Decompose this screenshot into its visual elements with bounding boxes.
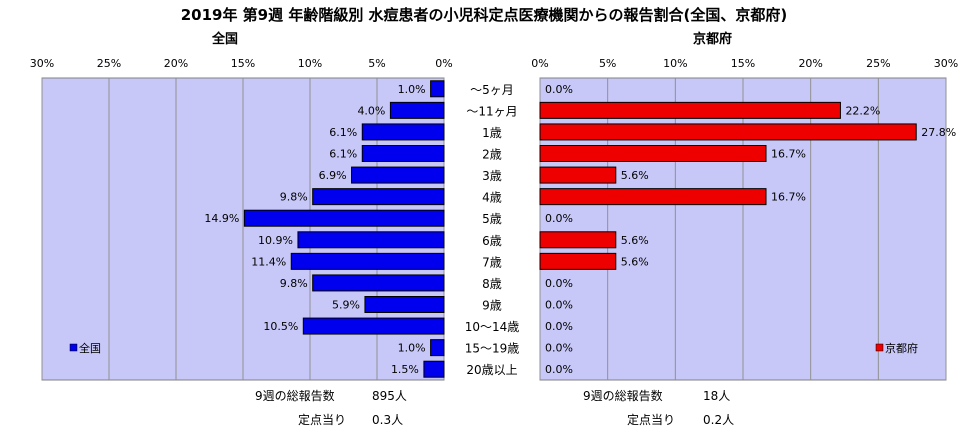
kyoto-tick-label: 30% — [934, 57, 958, 70]
kyoto-data-label: 0.0% — [545, 342, 573, 355]
kyoto-data-label: 0.0% — [545, 299, 573, 312]
national-tick-label: 10% — [298, 57, 322, 70]
kyoto-data-label: 22.2% — [845, 104, 880, 117]
national-per-site-value: 0.3人 — [372, 413, 404, 427]
kyoto-data-label: 5.6% — [621, 169, 649, 182]
national-total-label: 9週の総報告数 — [255, 389, 335, 403]
national-data-label: 4.0% — [357, 104, 385, 117]
national-data-label: 14.9% — [204, 212, 239, 225]
category-label: 7歳 — [482, 255, 502, 269]
kyoto-tick-label: 20% — [798, 57, 822, 70]
kyoto-data-label: 0.0% — [545, 320, 573, 333]
category-label: 10〜14歳 — [465, 320, 520, 334]
national-data-label: 10.9% — [258, 234, 293, 247]
national-data-label: 6.1% — [329, 126, 357, 139]
kyoto-bar — [539, 101, 841, 119]
kyoto-data-label: 16.7% — [771, 191, 806, 204]
kyoto-bar — [539, 188, 767, 206]
national-bar — [389, 101, 445, 119]
kyoto-panel-title: 京都府 — [693, 32, 733, 47]
national-tick-label: 0% — [435, 57, 452, 70]
kyoto-data-label: 0.0% — [545, 363, 573, 376]
category-label: 5歳 — [482, 212, 502, 226]
kyoto-bar — [539, 123, 917, 141]
category-label: 4歳 — [482, 191, 502, 205]
national-data-label: 5.9% — [332, 299, 360, 312]
national-data-label: 11.4% — [251, 255, 286, 268]
national-bar — [423, 360, 445, 378]
kyoto-data-label: 27.8% — [921, 126, 956, 139]
kyoto-tick-label: 25% — [866, 57, 890, 70]
kyoto-per-site-label: 定点当り — [627, 413, 676, 427]
kyoto-data-label: 0.0% — [545, 83, 573, 96]
national-bar — [430, 339, 445, 357]
kyoto-data-label: 0.0% — [545, 212, 573, 225]
kyoto-total-label: 9週の総報告数 — [583, 389, 663, 403]
national-data-label: 6.9% — [319, 169, 347, 182]
kyoto-bar — [539, 166, 617, 184]
national-data-label: 10.5% — [263, 320, 298, 333]
national-bar — [361, 123, 445, 141]
kyoto-data-label: 0.0% — [545, 277, 573, 290]
category-label: 1歳 — [482, 126, 502, 140]
national-tick-label: 15% — [231, 57, 255, 70]
national-data-label: 6.1% — [329, 148, 357, 161]
national-data-label: 9.8% — [280, 277, 308, 290]
category-label: 8歳 — [482, 277, 502, 291]
kyoto-per-site-value: 0.2人 — [703, 413, 735, 427]
national-total-value: 895人 — [372, 389, 407, 403]
national-data-label: 9.8% — [280, 191, 308, 204]
national-bar — [361, 145, 445, 162]
national-bar — [312, 188, 445, 206]
national-legend-label: 全国 — [79, 341, 101, 355]
kyoto-data-label: 16.7% — [771, 148, 806, 161]
national-tick-label: 30% — [30, 57, 54, 70]
national-data-label: 1.5% — [391, 363, 419, 376]
national-tick-label: 5% — [368, 57, 385, 70]
national-bar — [243, 209, 445, 227]
category-label: 2歳 — [482, 148, 502, 162]
national-bar — [290, 252, 445, 270]
national-bar — [351, 166, 445, 184]
kyoto-tick-label: 10% — [663, 57, 687, 70]
national-data-label: 1.0% — [398, 83, 426, 96]
kyoto-bar — [539, 231, 617, 249]
kyoto-data-label: 5.6% — [621, 234, 649, 247]
national-tick-label: 20% — [164, 57, 188, 70]
national-bar — [302, 317, 445, 335]
category-label: 3歳 — [482, 169, 502, 183]
category-label: 15〜19歳 — [465, 342, 520, 356]
kyoto-tick-label: 0% — [531, 57, 548, 70]
chart-title: 2019年 第9週 年齢階級別 水痘患者の小児科定点医療機関からの報告割合(全国… — [180, 6, 788, 24]
kyoto-tick-label: 5% — [599, 57, 616, 70]
national-bar — [297, 231, 445, 249]
kyoto-bar — [539, 145, 767, 162]
category-label: 6歳 — [482, 234, 502, 248]
category-label: 20歳以上 — [466, 363, 517, 377]
kyoto-tick-label: 15% — [731, 57, 755, 70]
national-panel-title: 全国 — [212, 32, 239, 47]
kyoto-legend-swatch — [875, 343, 884, 352]
national-legend-swatch — [69, 343, 78, 352]
kyoto-data-label: 5.6% — [621, 255, 649, 268]
category-label: 〜5ヶ月 — [470, 83, 514, 97]
national-data-label: 1.0% — [398, 342, 426, 355]
national-bar — [430, 80, 445, 98]
national-per-site-label: 定点当り — [298, 413, 347, 427]
kyoto-bar — [539, 252, 617, 270]
national-bar — [312, 274, 445, 292]
kyoto-legend-label: 京都府 — [885, 341, 918, 355]
national-tick-label: 25% — [97, 57, 121, 70]
category-label: 〜11ヶ月 — [466, 104, 517, 118]
kyoto-total-value: 18人 — [703, 389, 731, 403]
national-bar — [364, 296, 445, 313]
category-label: 9歳 — [482, 299, 502, 313]
